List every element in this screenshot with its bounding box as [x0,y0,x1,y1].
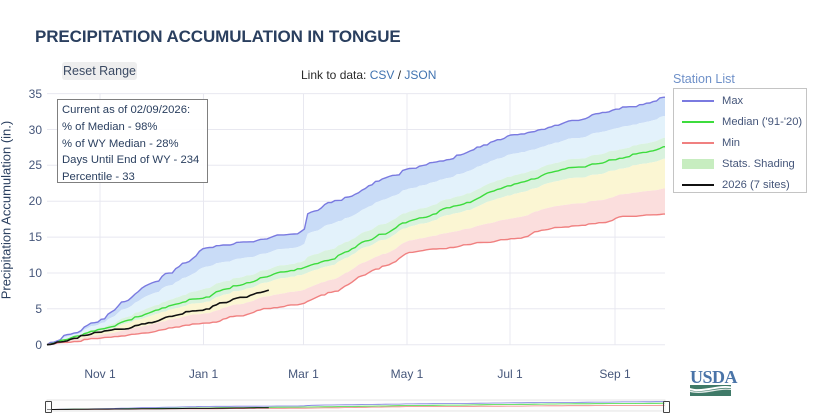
svg-text:USDA: USDA [690,369,738,387]
